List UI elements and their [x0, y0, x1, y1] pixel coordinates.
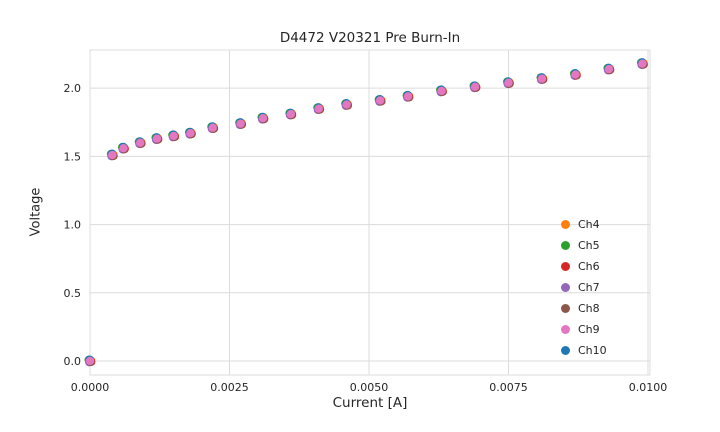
data-point-ch9	[470, 82, 480, 92]
legend-label: Ch10	[578, 344, 607, 357]
data-point-ch9	[403, 92, 413, 101]
data-point-ch9	[537, 74, 547, 83]
data-point-ch9	[152, 134, 162, 143]
plot-border	[89, 49, 651, 376]
chart-title: D4472 V20321 Pre Burn-In	[279, 30, 461, 46]
y-tick-label: 0.5	[64, 287, 82, 300]
data-point-ch9	[119, 143, 128, 153]
x-tick-label: 0.0050	[350, 381, 389, 394]
legend-item-ch10: Ch10	[561, 340, 607, 361]
y-tick-label: 1.5	[64, 150, 82, 163]
legend-swatch-ch5	[561, 241, 570, 250]
x-tick-label: 0.0025	[210, 381, 249, 394]
legend-swatch-ch4	[561, 220, 570, 229]
legend-label: Ch9	[578, 323, 600, 336]
x-tick-label: 0.0075	[489, 381, 528, 394]
legend-item-ch7: Ch7	[561, 277, 607, 298]
y-tick-label: 2.0	[64, 82, 82, 95]
y-axis-label: Voltage	[28, 187, 44, 237]
legend-item-ch4: Ch4	[561, 214, 607, 235]
data-point-ch9	[169, 131, 178, 141]
data-point-ch9	[342, 100, 351, 109]
data-point-ch9	[504, 78, 513, 87]
legend-item-ch6: Ch6	[561, 256, 607, 277]
legend-item-ch5: Ch5	[561, 235, 607, 256]
legend-label: Ch5	[578, 239, 600, 252]
data-point-ch9	[437, 86, 446, 96]
data-point-ch9	[236, 119, 245, 128]
data-point-ch9	[571, 70, 580, 79]
data-point-ch9	[314, 104, 323, 113]
data-point-ch9	[375, 96, 385, 105]
data-point-ch9	[186, 128, 195, 138]
data-point-ch9	[136, 138, 145, 147]
x-axis-label: Current [A]	[332, 395, 408, 411]
data-point-ch9	[286, 109, 296, 119]
legend-label: Ch6	[578, 260, 600, 273]
x-tick-label: 0.0100	[629, 381, 668, 394]
legend: Ch4 Ch5 Ch6 Ch7 Ch8 Ch9 Ch10	[561, 214, 607, 361]
data-point-ch9	[604, 64, 614, 74]
y-tick-label: 1.0	[64, 219, 82, 232]
y-tick-label: 0.0	[64, 355, 82, 368]
legend-label: Ch8	[578, 302, 600, 315]
data-point-ch9	[108, 150, 117, 160]
legend-swatch-ch7	[561, 283, 570, 292]
data-point-ch9	[258, 113, 268, 123]
legend-swatch-ch10	[561, 346, 570, 355]
x-tick-label: 0.0000	[71, 381, 110, 394]
legend-label: Ch7	[578, 281, 600, 294]
legend-swatch-ch9	[561, 325, 570, 334]
legend-item-ch8: Ch8	[561, 298, 607, 319]
legend-swatch-ch8	[561, 304, 570, 313]
data-point-ch9	[208, 123, 217, 132]
data-point-ch9	[85, 356, 95, 366]
data-point-ch9	[638, 59, 647, 68]
legend-label: Ch4	[578, 218, 600, 231]
legend-swatch-ch6	[561, 262, 570, 271]
legend-item-ch9: Ch9	[561, 319, 607, 340]
